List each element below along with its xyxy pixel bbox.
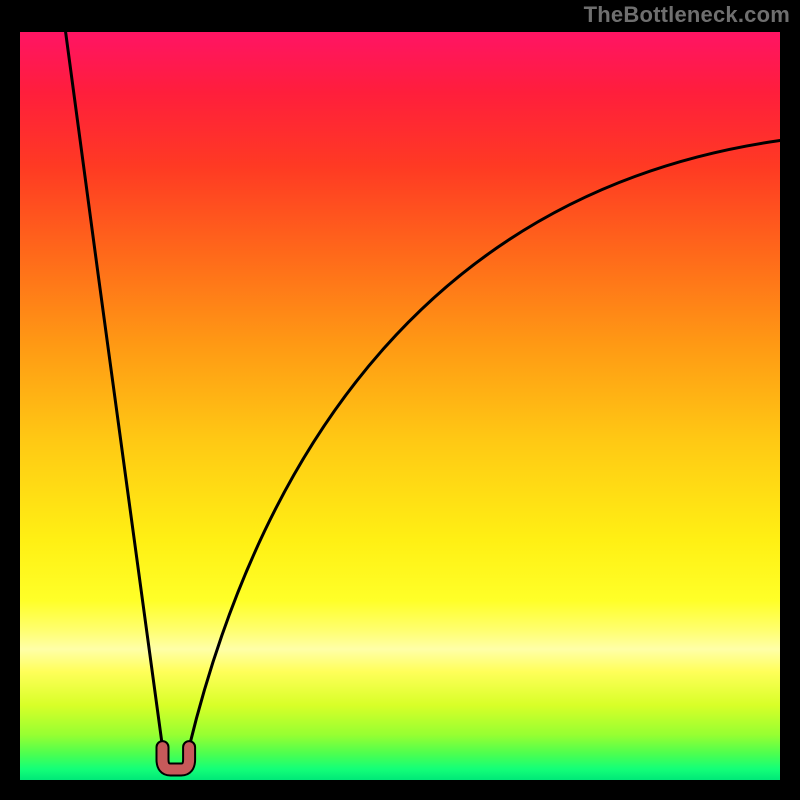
figure-root: TheBottleneck.com (0, 0, 800, 800)
plot-area (20, 32, 780, 780)
watermark-text: TheBottleneck.com (584, 2, 790, 28)
bottleneck-curve (20, 32, 780, 780)
marker-u-shape (163, 747, 190, 769)
curve-path (66, 32, 780, 747)
